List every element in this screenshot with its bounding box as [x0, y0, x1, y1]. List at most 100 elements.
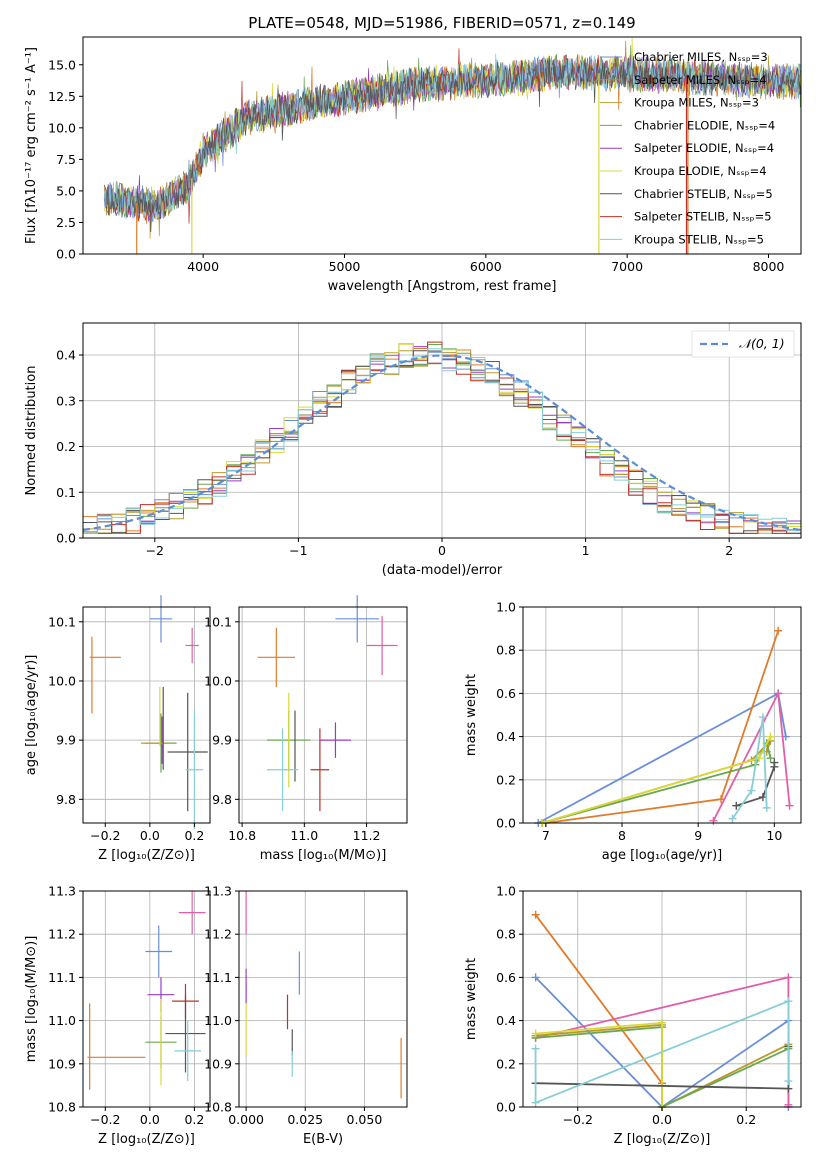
y-tick-label: 11.0: [204, 1013, 232, 1028]
x-tick-label: 0.025: [287, 1112, 323, 1127]
y-tick-label: 0.0: [56, 531, 76, 546]
x-tick-label: 1: [582, 543, 590, 558]
legend-label: Salpeter STELIB, Nₛₛₚ=5: [634, 210, 772, 224]
panel-8: −0.2 0.0 0.2 0.0 0.2 0.4 0.6 0.8 1.0 Z [log₁₀(Z/Z…: [464, 884, 802, 1147]
x-tick-label: −2: [146, 543, 164, 558]
legend-label: Chabrier ELODIE, Nₛₛₚ=4: [634, 118, 775, 132]
y-axis-label: mass weight: [464, 674, 479, 756]
plus-marker: [531, 1098, 540, 1107]
y-tick-label: 10.1: [48, 614, 76, 629]
x-tick-label: 7: [542, 828, 550, 843]
plus-marker: [784, 973, 793, 982]
y-tick-label: 10.1: [204, 614, 232, 629]
x-tick-label: 9: [694, 828, 702, 843]
x-tick-label: −1: [289, 543, 307, 558]
y-tick-label: 10.0: [204, 673, 232, 688]
y-tick-label: 11.1: [48, 970, 76, 985]
x-tick-label: −0.2: [563, 1112, 593, 1127]
plus-marker: [785, 801, 794, 810]
plus-marker: [766, 754, 775, 763]
panel-3: −0.2 0.0 0.2 9.8 9.9 10.0 10.1 Z [log₁₀(Z/Z⊙)] a…: [24, 595, 211, 863]
x-tick-label: 5000: [329, 259, 361, 274]
y-tick-label: 0.2: [496, 1056, 516, 1071]
x-tick-label: 0.2: [184, 1112, 204, 1127]
mass-weight-line: [534, 999, 790, 1105]
axes-frame: [238, 890, 408, 1108]
legend-label: Chabrier MILES, Nₛₛₚ=3: [634, 50, 768, 64]
y-tick-label: 10.8: [204, 1100, 232, 1115]
plus-marker: [774, 626, 783, 635]
x-tick-label: 10: [766, 828, 782, 843]
y-tick-label: 11.3: [48, 884, 76, 899]
legend-box: [691, 330, 795, 358]
x-tick-label: 11.0: [290, 828, 318, 843]
x-axis-label: mass [log₁₀(M/M⊙)]: [260, 848, 387, 863]
x-tick-label: 0: [438, 543, 446, 558]
y-tick-label: 11.0: [48, 1013, 76, 1028]
y-tick-label: 11.2: [204, 927, 232, 942]
x-tick-label: 0.2: [184, 828, 204, 843]
legend-label: Kroupa STELIB, Nₛₛₚ=5: [634, 232, 764, 246]
legend: Chabrier MILES, Nₛₛₚ=3 Salpeter MILES, Nₛ…: [600, 50, 775, 246]
y-tick-label: 0.3: [56, 393, 76, 408]
plus-marker: [774, 689, 783, 698]
y-tick-label: 11.3: [204, 884, 232, 899]
legend-label: Kroupa ELODIE, Nₛₛₚ=4: [634, 164, 767, 178]
legend-label: 𝒩(0, 1): [739, 336, 785, 351]
y-tick-label: 0.0: [496, 1100, 516, 1115]
y-tick-label: 9.8: [212, 792, 232, 807]
x-tick-label: 8: [618, 828, 626, 843]
x-tick-label: 6000: [470, 259, 502, 274]
x-axis-label: (data-model)/error: [382, 563, 503, 578]
plus-marker: [732, 801, 741, 810]
y-axis-label: age [log₁₀(age/yr)]: [24, 655, 39, 776]
y-tick-label: 5.0: [56, 183, 76, 198]
legend-label: Kroupa MILES, Nₛₛₚ=3: [634, 96, 759, 110]
y-tick-label: 9.9: [212, 733, 232, 748]
plus-marker: [766, 732, 775, 741]
y-tick-label: 12.5: [48, 89, 76, 104]
plus-marker: [747, 786, 756, 795]
gaussian-curve: [82, 354, 802, 532]
y-axis-label: mass weight: [464, 958, 479, 1040]
axes-frame: [82, 606, 211, 824]
y-tick-label: 0.2: [56, 439, 76, 454]
x-tick-label: −0.2: [90, 828, 120, 843]
y-tick-label: 10.8: [48, 1100, 76, 1115]
plus-marker: [784, 997, 793, 1006]
y-tick-label: 11.1: [204, 970, 232, 985]
plus-marker: [770, 758, 779, 767]
chart-title: PLATE=0548, MJD=51986, FIBERID=0571, z=0…: [248, 14, 635, 32]
spectrum-line: [103, 54, 801, 233]
x-axis-label: Z [log₁₀(Z/Z⊙)]: [614, 1132, 711, 1147]
x-tick-label: 0.0: [652, 1112, 672, 1127]
y-tick-label: 7.5: [56, 152, 76, 167]
y-axis-label: Flux [fλ10⁻¹⁷ erg cm⁻² s⁻¹ A⁻¹]: [24, 47, 39, 244]
y-tick-label: 15.0: [48, 57, 76, 72]
plus-marker: [531, 1029, 540, 1038]
x-tick-label: 10.8: [228, 828, 256, 843]
y-tick-label: 0.6: [496, 970, 516, 985]
x-axis-label: wavelength [Angstrom, rest frame]: [328, 279, 557, 294]
panel-1: Chabrier MILES, Nₛₛₚ=3 Salpeter MILES, Nₛ…: [24, 14, 802, 294]
legend-label: Chabrier STELIB, Nₛₛₚ=5: [634, 187, 773, 201]
y-tick-label: 10.9: [48, 1056, 76, 1071]
y-tick-label: 0.4: [496, 1013, 516, 1028]
y-tick-label: 10.9: [204, 1056, 232, 1071]
y-tick-label: 0.0: [56, 247, 76, 262]
x-tick-label: 8000: [753, 259, 785, 274]
x-axis-label: Z [log₁₀(Z/Z⊙)]: [98, 1132, 195, 1147]
y-tick-label: 0.8: [496, 643, 516, 658]
plus-marker: [784, 1077, 793, 1086]
y-axis-label: Normed distribution: [24, 366, 39, 496]
histogram-step: [83, 348, 801, 534]
x-tick-label: 4000: [187, 259, 219, 274]
y-tick-label: 0.4: [496, 729, 516, 744]
x-tick-label: 0.0: [140, 828, 160, 843]
plus-marker: [758, 713, 767, 722]
x-tick-label: 11.2: [353, 828, 381, 843]
plus-marker: [531, 1044, 540, 1053]
y-tick-label: 0.2: [496, 772, 516, 787]
legend: 𝒩(0, 1): [691, 330, 795, 358]
panel-5: 7 8 9 10 0.0 0.2 0.4 0.6 0.8 1.0 age [log₁₀(age/yr…: [464, 600, 802, 863]
